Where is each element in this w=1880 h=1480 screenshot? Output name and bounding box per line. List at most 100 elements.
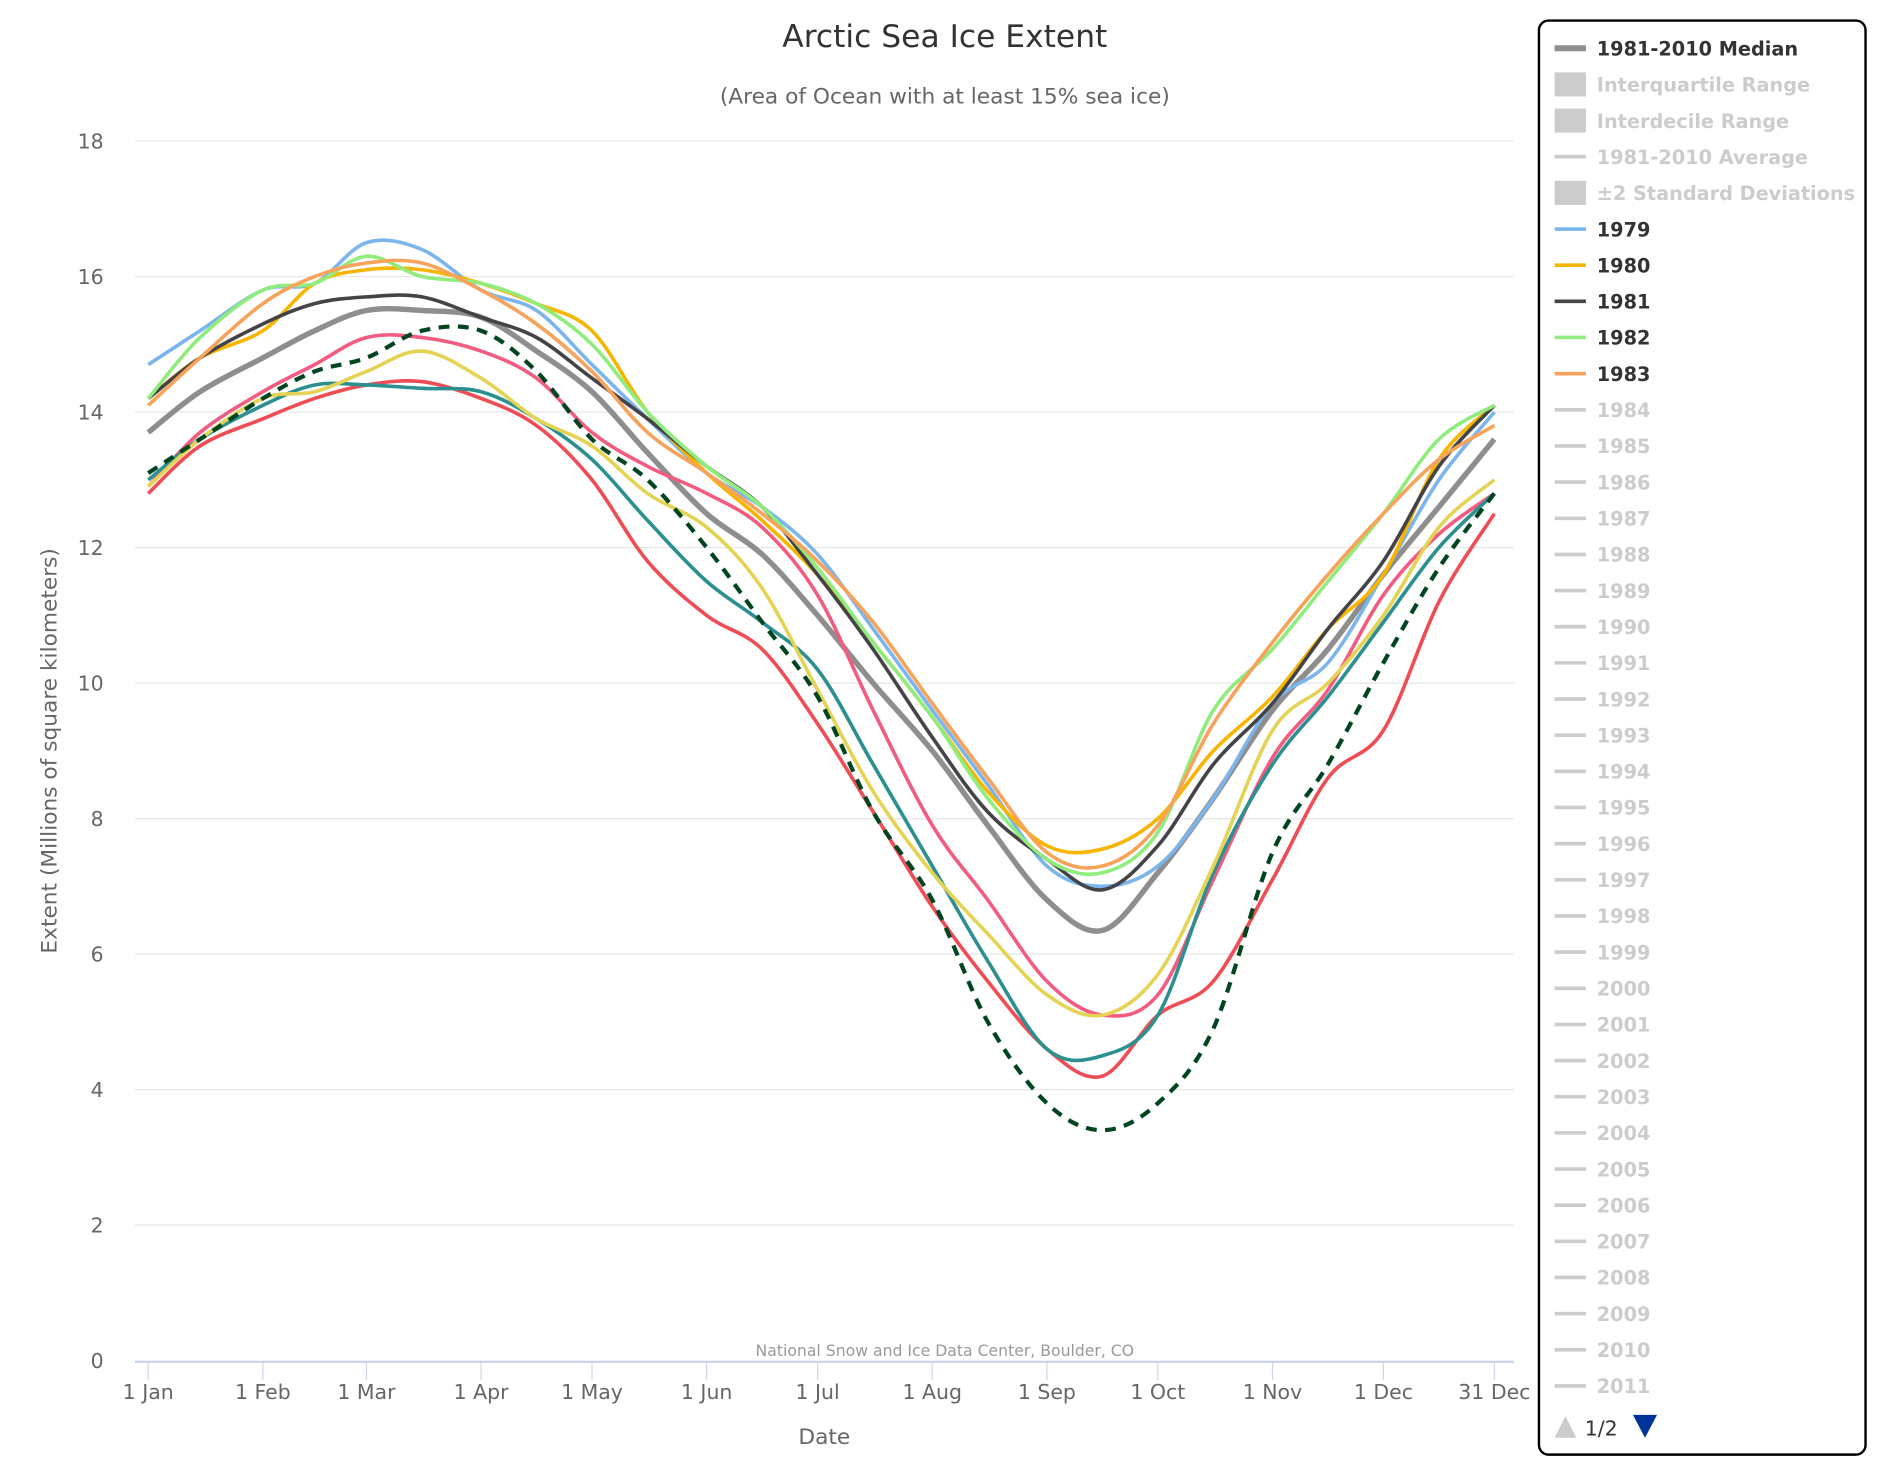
legend-item-label: 1986 [1597,471,1651,494]
x-tick-label: 1 Jun [681,1380,733,1404]
y-tick-label: 12 [78,536,104,560]
legend-item[interactable]: 1986 [1554,471,1651,494]
legend-item[interactable]: 1981-2010 Median [1554,37,1798,60]
legend-item[interactable]: 2004 [1554,1122,1651,1145]
legend-item-label: 1987 [1597,507,1651,530]
legend-item[interactable]: 1988 [1554,544,1651,567]
legend-item[interactable]: 1982 [1554,327,1651,350]
legend-item[interactable]: 1993 [1554,724,1651,747]
legend-item-label: 1981-2010 Median [1597,37,1798,60]
series-line-unlabeled-10[interactable] [147,324,1497,1133]
series-line-unlabeled-7[interactable] [147,378,1496,1079]
legend-item-label: 2005 [1597,1158,1651,1181]
legend-item[interactable]: 1984 [1554,399,1651,422]
legend-item[interactable]: 1987 [1554,507,1651,530]
grid-lines [134,140,1514,1226]
legend-item[interactable]: 1989 [1554,580,1651,603]
y-tick-label: 16 [78,265,104,289]
legend-item-label: 1981 [1597,291,1651,314]
series-line-unlabeled-9[interactable] [147,349,1496,1018]
legend-item[interactable]: 1981-2010 Average [1554,146,1808,169]
legend-item[interactable]: 2009 [1554,1303,1651,1326]
x-tick-label: 31 Dec [1458,1380,1530,1404]
legend-item[interactable]: Interdecile Range [1554,108,1790,133]
legend-item[interactable]: 2002 [1554,1050,1651,1073]
legend-next-page-icon[interactable] [1632,1414,1658,1438]
legend-item-label: 1996 [1597,833,1651,856]
legend-item[interactable]: 2003 [1554,1086,1651,1109]
legend-item-label: 1991 [1597,652,1651,675]
legend-item-label: 1995 [1597,797,1651,820]
legend-item[interactable]: 1998 [1554,905,1651,928]
legend-item-label: 1981-2010 Average [1597,146,1808,169]
legend-item-label: 1982 [1597,327,1651,350]
x-axis-label: Date [798,1425,850,1450]
legend-item[interactable]: 1980 [1554,254,1651,277]
legend-prev-page-icon[interactable] [1554,1416,1577,1438]
y-tick-label: 0 [91,1349,104,1373]
y-tick-label: 2 [91,1213,104,1237]
legend-item-label: 2007 [1597,1231,1651,1254]
legend-item[interactable]: Interquartile Range [1554,72,1810,97]
legend-item-label: 2000 [1597,977,1651,1000]
series-line-1982[interactable] [146,254,1496,877]
series-line-unlabeled-6[interactable] [146,333,1496,1018]
legend-item[interactable]: 1985 [1554,435,1651,458]
y-tick-label: 6 [91,942,104,966]
y-tick-label: 4 [91,1078,104,1102]
x-tick-label: 1 Nov [1243,1380,1302,1404]
legend-item[interactable]: 1979 [1554,218,1651,241]
legend-item-label: 1979 [1597,218,1651,241]
legend-item[interactable]: 2001 [1554,1014,1651,1037]
legend-item[interactable]: 1991 [1554,652,1651,675]
chart-title: Arctic Sea Ice Extent [782,19,1107,55]
legend-item[interactable]: 1994 [1554,761,1651,784]
legend-item[interactable]: 1999 [1554,941,1651,964]
legend-item-label: 1997 [1597,869,1651,892]
legend-item[interactable]: 1990 [1554,616,1651,639]
legend-item-label: 1985 [1597,435,1651,458]
legend-item[interactable]: 2007 [1554,1231,1651,1254]
legend-item[interactable]: 2011 [1554,1375,1651,1398]
legend-item-label: Interdecile Range [1597,110,1789,133]
x-tick-label: 1 Oct [1130,1380,1185,1404]
legend-item[interactable]: 1981 [1554,291,1651,314]
x-tick-label: 1 Sep [1018,1380,1076,1404]
series-line-1981[interactable] [147,293,1496,892]
legend-item-label: ±2 Standard Deviations [1597,182,1855,205]
legend-item[interactable]: 1992 [1554,688,1651,711]
legend-item-label: 2002 [1597,1050,1651,1073]
series-line-unlabeled-8[interactable] [147,381,1496,1063]
legend-item[interactable]: 1996 [1554,833,1651,856]
legend: 1981-2010 Median Interquartile Range Inter… [1537,19,1867,1456]
legend-item-label: 2009 [1597,1303,1651,1326]
credit-text[interactable]: National Snow and Ice Data Center, Bould… [756,1341,1135,1360]
legend-item[interactable]: 2010 [1554,1339,1651,1362]
legend-item[interactable]: 2008 [1554,1267,1651,1290]
legend-item-label: 1989 [1597,580,1651,603]
legend-item[interactable]: 2000 [1554,977,1651,1000]
y-tick-label: 10 [78,671,104,695]
series-group [146,238,1497,1133]
legend-item-label: 1994 [1597,761,1651,784]
legend-item[interactable]: 1997 [1554,869,1651,892]
x-tick-label: 1 Dec [1354,1380,1413,1404]
legend-item-label: 2003 [1597,1086,1651,1109]
x-tick-label: 1 Jul [795,1380,839,1404]
legend-item[interactable]: 2005 [1554,1158,1651,1181]
x-tick-label: 1 Aug [902,1380,961,1404]
x-axis: 1 Jan 1 Feb 1 Mar 1 Apr 1 May 1 Jun 1 Jul 1 Aug… [123,1360,1530,1404]
legend-item[interactable]: 1983 [1554,363,1651,386]
legend-item[interactable]: 1995 [1554,797,1651,820]
legend-item[interactable]: ±2 Standard Deviations [1554,180,1855,205]
legend-item[interactable]: 2006 [1554,1194,1651,1217]
series-line-1983[interactable] [147,258,1496,870]
series-line-1979[interactable] [147,238,1496,889]
legend-item-label: 1999 [1597,941,1651,964]
x-tick-label: 1 Apr [454,1380,510,1404]
x-tick-label: 1 Feb [235,1380,291,1404]
legend-item-label: 1992 [1597,688,1651,711]
legend-item-label: 1984 [1597,399,1651,422]
y-axis-ticks: 0 2 4 6 8 10 12 14 16 18 [78,129,104,1373]
